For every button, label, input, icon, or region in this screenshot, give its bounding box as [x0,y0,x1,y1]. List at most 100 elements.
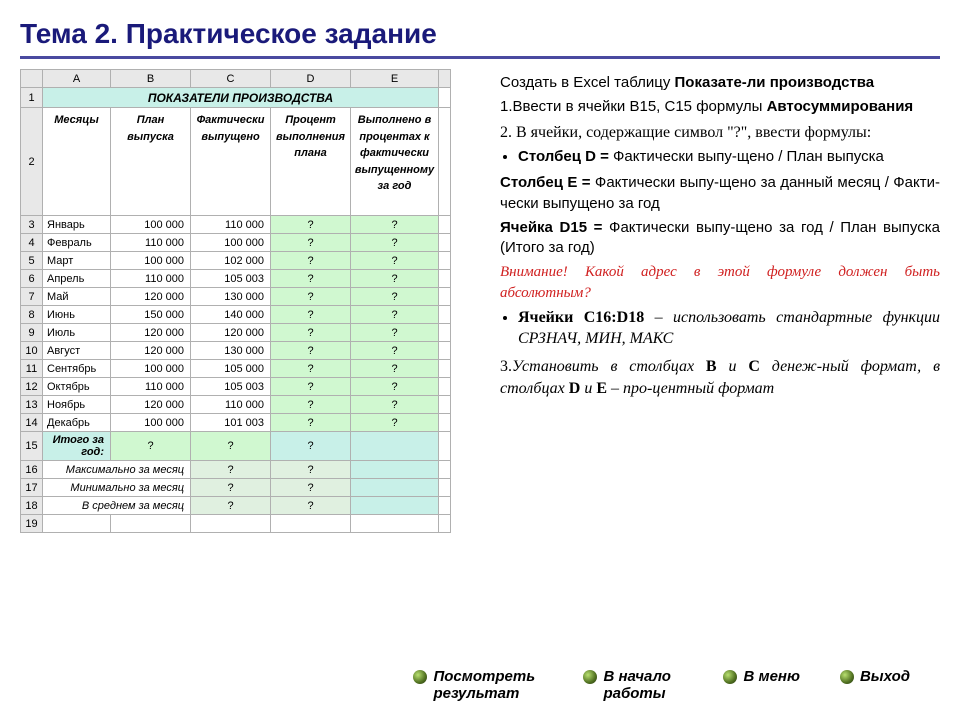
warning: Внимание! Какой адрес в этой формуле дол… [500,262,940,303]
col-e: E [351,70,439,88]
bullet-icon [583,670,597,684]
nav-exit[interactable]: Выход [840,668,910,702]
row-num: 12 [21,378,43,396]
cell-month: Апрель [43,270,111,288]
spreadsheet: A B C D E 1 ПОКАЗАТЕЛИ ПРОИЗВОДСТВА 2 Ме… [20,69,451,533]
table-row: 7Май120 000130 000?? [21,288,451,306]
stat-e [351,497,439,515]
cell-pct: ? [271,324,351,342]
col-f [439,70,451,88]
cell-pct: ? [271,342,351,360]
stat-c: ? [191,479,271,497]
cell-plan: 120 000 [111,288,191,306]
row-num: 14 [21,414,43,432]
cell-month: Сентябрь [43,360,111,378]
row-num: 4 [21,234,43,252]
cell-month: Июль [43,324,111,342]
cell-pct: ? [271,288,351,306]
cell-month: Август [43,342,111,360]
intro: Создать в Excel таблицу Показате-ли прои… [500,73,940,93]
row-num: 11 [21,360,43,378]
step-2: 2. В ячейки, содержащие символ "?", ввес… [500,122,940,144]
cell-year: ? [351,342,439,360]
header-fact: Фактически выпущено [191,108,271,216]
bullet-icon [413,670,427,684]
cell-pct: ? [271,360,351,378]
cell-plan: 100 000 [111,252,191,270]
stat-row: 18В среднем за месяц?? [21,497,451,515]
stat-d: ? [271,461,351,479]
stat-row: 17Минимально за месяц?? [21,479,451,497]
cell-total-c: ? [191,432,271,461]
cell-month: Ноябрь [43,396,111,414]
cell-year: ? [351,234,439,252]
column-header-row: A B C D E [21,70,451,88]
bullet-icon [840,670,854,684]
stat-label: В среднем за месяц [43,497,191,515]
cell-plan: 120 000 [111,396,191,414]
cell-pct: ? [271,252,351,270]
nav-to-start[interactable]: В начало работы [583,668,683,702]
row-num: 13 [21,396,43,414]
cell-year: ? [351,378,439,396]
instructions-region: Создать в Excel таблицу Показате-ли прои… [480,69,940,533]
bullet-d15: Ячейка D15 = Фактически выпу-щено за год… [500,218,940,259]
cell-month: Январь [43,216,111,234]
header-plan: План выпуска [111,108,191,216]
stat-e [351,461,439,479]
cell-month: Июнь [43,306,111,324]
cell-fact: 120 000 [191,324,271,342]
stat-e [351,479,439,497]
cell-pct: ? [271,414,351,432]
row-num: 18 [21,497,43,515]
cell-pct: ? [271,306,351,324]
page-title: Тема 2. Практическое задание [20,18,940,59]
row-num: 8 [21,306,43,324]
row-num: 2 [21,108,43,216]
cell-plan: 110 000 [111,378,191,396]
table-row: 14Декабрь100 000101 003?? [21,414,451,432]
col-b: B [111,70,191,88]
row-num: 17 [21,479,43,497]
table-row: 11Сентябрь100 000105 000?? [21,360,451,378]
spreadsheet-region: A B C D E 1 ПОКАЗАТЕЛИ ПРОИЗВОДСТВА 2 Ме… [20,69,480,533]
cell-year: ? [351,324,439,342]
cell-pct: ? [271,234,351,252]
table-row: 6Апрель110 000105 003?? [21,270,451,288]
cell-year: ? [351,360,439,378]
stat-d: ? [271,479,351,497]
total-label: Итого за год: [43,432,111,461]
navbar: Посмотреть результат В начало работы В м… [0,668,960,702]
header-year: Выполнено в процентах к фактически выпущ… [351,108,439,216]
row-num: 10 [21,342,43,360]
cell-year: ? [351,306,439,324]
cell-year: ? [351,216,439,234]
row-num: 3 [21,216,43,234]
cell-fact: 102 000 [191,252,271,270]
cell-plan: 120 000 [111,324,191,342]
cell-fact: 140 000 [191,306,271,324]
bullet-d: Столбец D = Фактически выпу-щено / План … [518,147,940,167]
cell-fact: 130 000 [191,342,271,360]
cell-pct: ? [271,378,351,396]
table-title: ПОКАЗАТЕЛИ ПРОИЗВОДСТВА [43,88,439,108]
table-row: 9Июль120 000120 000?? [21,324,451,342]
nav-to-menu[interactable]: В меню [723,668,799,702]
nav-view-result[interactable]: Посмотреть результат [413,668,543,702]
cell-year: ? [351,270,439,288]
cell-fact: 105 003 [191,270,271,288]
cell-month: Март [43,252,111,270]
cell-year: ? [351,252,439,270]
step-3: 3.Установить в столбцах B и C денеж-ный … [500,356,940,399]
cell-fact: 105 000 [191,360,271,378]
cell-plan: 120 000 [111,342,191,360]
stat-d: ? [271,497,351,515]
cell-total-b: ? [111,432,191,461]
cell-plan: 100 000 [111,414,191,432]
cell-month: Октябрь [43,378,111,396]
table-row: 13Ноябрь120 000110 000?? [21,396,451,414]
table-row: 12Октябрь110 000105 003?? [21,378,451,396]
table-row: 8Июнь150 000140 000?? [21,306,451,324]
cell-year: ? [351,396,439,414]
row-num: 5 [21,252,43,270]
